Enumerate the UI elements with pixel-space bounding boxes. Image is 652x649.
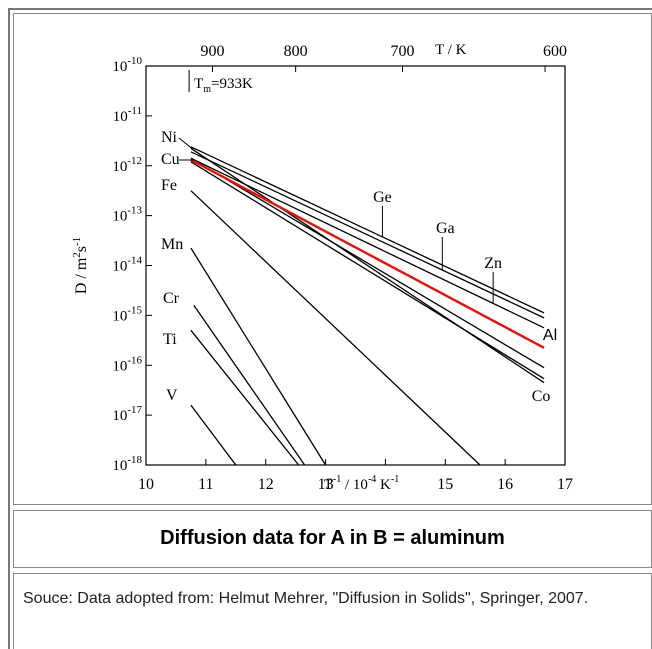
- x-tick-label: 12: [258, 476, 274, 493]
- source-panel: Souce: Data adopted from: Helmut Mehrer,…: [13, 573, 652, 649]
- series-line-ni: [190, 147, 545, 384]
- top-tick-label: 800: [284, 43, 308, 60]
- y-axis-label: D / m2s-1: [71, 237, 90, 294]
- plot-frame: [145, 65, 566, 466]
- series-line-cr: [193, 305, 306, 466]
- top-tick-label: 900: [201, 43, 225, 60]
- series-line-cu: [190, 157, 545, 369]
- series-line-fe: [190, 190, 481, 466]
- melting-point-label: Tm=933K: [194, 76, 253, 95]
- series-label-ni: Ni: [161, 129, 178, 146]
- x-axis-label: T-1 / 10-4 K-1: [324, 474, 399, 493]
- series-leader: [178, 137, 196, 152]
- top-tick-label: 600: [543, 43, 567, 60]
- page-frame: [8, 8, 652, 649]
- series-label-zn: Zn: [484, 255, 502, 272]
- y-tick-label: 10-11: [113, 105, 142, 125]
- series-label-v: V: [166, 387, 178, 404]
- y-tick-label: 10-14: [112, 255, 142, 275]
- series-label-ti: Ti: [163, 331, 177, 348]
- series-line-v: [190, 404, 237, 466]
- x-tick-label: 11: [198, 476, 213, 493]
- top-tick-label: 700: [391, 43, 415, 60]
- y-tick-label: 10-17: [112, 404, 142, 424]
- figure-panel: 10-10 10-11 10-12 10-13 10-14 10-15 10-16 10-17…: [13, 13, 652, 505]
- figure-caption: Diffusion data for A in B = aluminum: [160, 527, 505, 549]
- series-line-ti: [190, 329, 300, 466]
- x-tick-label: 17: [557, 476, 573, 493]
- y-tick-label: 10-16: [112, 354, 142, 374]
- series-line-zn: [190, 157, 545, 329]
- x-tick-label: 16: [497, 476, 513, 493]
- series-label-ge: Ge: [373, 189, 392, 206]
- series-line-ga: [190, 151, 545, 319]
- y-tick-label: 10-12: [112, 155, 142, 175]
- x-tick-label: 15: [437, 476, 453, 493]
- series-label-fe: Fe: [161, 177, 177, 194]
- x-tick-label: 13: [318, 476, 334, 493]
- series-label-mn: Mn: [161, 236, 183, 253]
- series-line-ge: [190, 146, 545, 314]
- series-line-co: [190, 161, 545, 380]
- series-label-ga: Ga: [436, 220, 455, 237]
- series-line-mn: [190, 247, 327, 466]
- y-tick-label: 10-18: [112, 454, 142, 474]
- series-label-co: Co: [532, 388, 551, 405]
- caption-panel: Diffusion data for A in B = aluminum: [13, 510, 652, 568]
- y-tick-label: 10-10: [112, 55, 142, 75]
- series-label-al: Al: [543, 327, 557, 344]
- x-tick-label: 10: [138, 476, 154, 493]
- top-axis-label: T / K: [435, 42, 467, 58]
- y-tick-label: 10-13: [112, 205, 142, 225]
- series-label-cu: Cu: [161, 151, 180, 168]
- y-tick-label: 10-15: [112, 304, 142, 324]
- diffusion-chart: 10-10 10-11 10-12 10-13 10-14 10-15 10-16 10-17…: [71, 42, 573, 493]
- series-line-al: [190, 158, 545, 349]
- source-citation: Souce: Data adopted from: Helmut Mehrer,…: [23, 590, 589, 607]
- series-label-cr: Cr: [163, 290, 180, 307]
